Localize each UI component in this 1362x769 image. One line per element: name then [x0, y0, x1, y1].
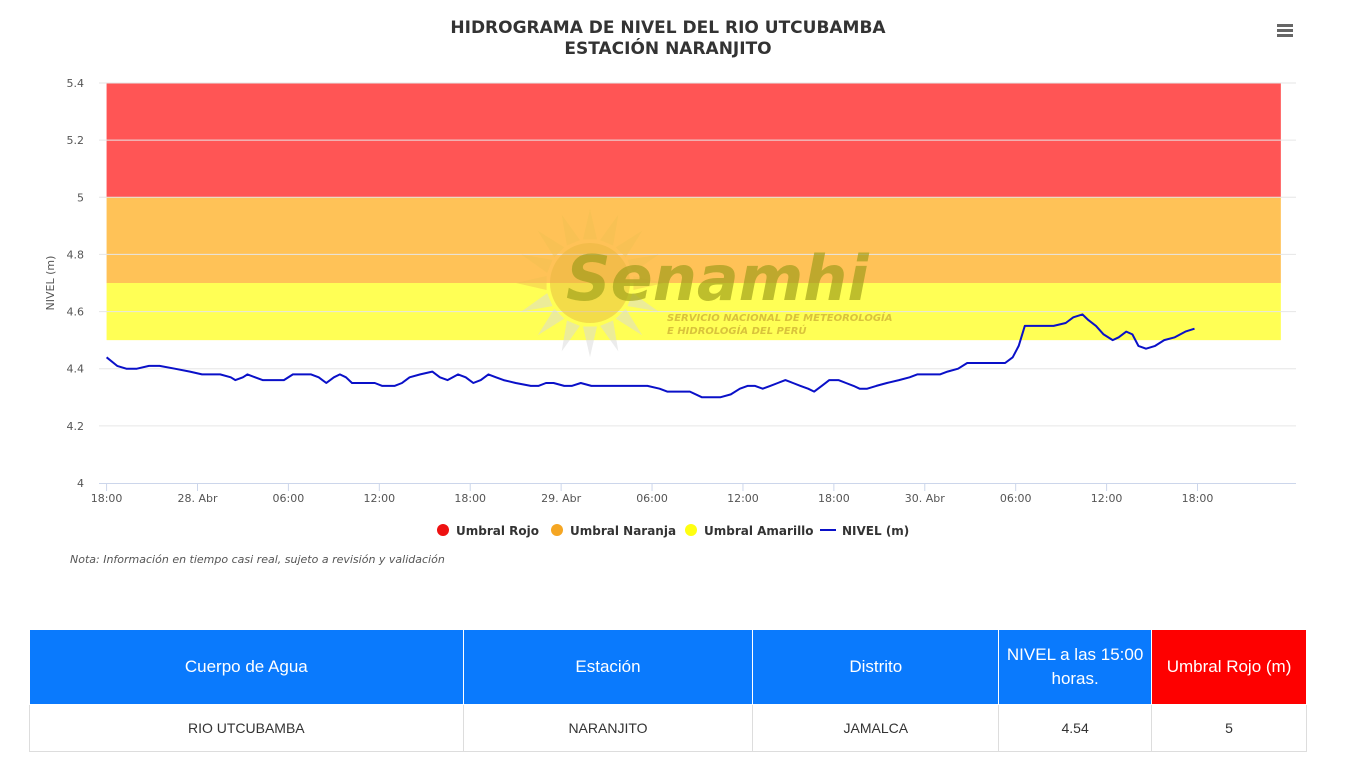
legend-label: NIVEL (m) — [842, 524, 909, 538]
legend-item-umbral-rojo[interactable]: Umbral Rojo — [437, 524, 539, 538]
x-tick-label: 18:00 — [91, 492, 123, 505]
x-tick-label: 28. Abr — [177, 492, 217, 505]
x-tick-label: 12:00 — [1091, 492, 1123, 505]
chart-title: HIDROGRAMA DE NIVEL DEL RIO UTCUBAMBA — [450, 18, 886, 38]
x-tick-label: 06:00 — [1000, 492, 1032, 505]
y-tick-label: 4.4 — [67, 363, 85, 376]
sun-ray-icon — [521, 254, 553, 273]
table-row: RIO UTCUBAMBA NARANJITO JAMALCA 4.54 5 — [29, 704, 1307, 752]
legend-dot-icon — [551, 524, 563, 536]
x-tick-label: 18:00 — [818, 492, 850, 505]
legend-item-umbral-amarillo[interactable]: Umbral Amarillo — [685, 524, 814, 538]
table-header-cuerpo-de-agua: Cuerpo de Agua — [29, 629, 464, 705]
sun-ray-icon — [600, 320, 619, 352]
x-tick-label: 12:00 — [363, 492, 395, 505]
x-tick-label: 12:00 — [727, 492, 759, 505]
x-tick-label: 30. Abr — [905, 492, 945, 505]
sun-ray-icon — [516, 275, 547, 291]
x-tick-label: 18:00 — [1182, 492, 1214, 505]
y-tick-label: 4.8 — [67, 248, 85, 261]
watermark-line-1: SERVICIO NACIONAL DE METEOROLOGÍA — [667, 311, 893, 324]
sun-logo-icon — [550, 243, 630, 323]
x-tick-label: 18:00 — [454, 492, 486, 505]
legend-dot-icon — [437, 524, 449, 536]
sun-ray-icon — [537, 230, 565, 258]
x-tick-label: 29. Abr — [541, 492, 581, 505]
senamhi-watermark: Senamhi SERVICIO NACIONAL DE METEOROLOGÍ… — [516, 209, 893, 357]
watermark-brand: Senamhi — [566, 242, 869, 315]
sun-ray-icon — [600, 214, 619, 246]
table-cell: 4.54 — [998, 704, 1153, 752]
sun-ray-icon — [615, 230, 643, 258]
station-table: Cuerpo de Agua Estación Distrito NIVEL a la… — [29, 629, 1307, 752]
sun-ray-icon — [537, 308, 565, 336]
sun-ray-icon — [582, 209, 598, 240]
series-line-nivel-m — [105, 313, 1195, 399]
y-tick-label: 5 — [77, 191, 84, 204]
y-axis-label: NIVEL (m) — [44, 256, 57, 311]
sun-ray-icon — [627, 293, 659, 312]
sun-ray-icon — [615, 308, 643, 336]
sun-ray-icon — [561, 320, 580, 352]
table-cell: 5 — [1151, 704, 1307, 752]
table-header-nivel-a-las-15-00-horas: NIVEL a las 15:00 horas. — [998, 629, 1153, 705]
legend-label: Umbral Rojo — [456, 524, 539, 538]
legend-dot-icon — [685, 524, 697, 536]
x-tick-label: 06:00 — [273, 492, 305, 505]
table-header-umbral-rojo-m: Umbral Rojo (m) — [1151, 629, 1307, 705]
legend-item-nivel-m[interactable]: NIVEL (m) — [820, 524, 909, 538]
y-tick-label: 4.2 — [67, 420, 85, 433]
sun-ray-icon — [582, 326, 598, 357]
sun-ray-icon — [627, 254, 659, 273]
table-cell: NARANJITO — [462, 704, 754, 752]
legend-label: Umbral Naranja — [570, 524, 676, 538]
sun-ray-icon — [633, 275, 664, 291]
band-umbral-naranja — [106, 197, 1281, 283]
table-cell: RIO UTCUBAMBA — [29, 704, 464, 752]
sun-ray-icon — [521, 293, 553, 312]
sun-ray-icon — [561, 214, 580, 246]
table-cell: JAMALCA — [752, 704, 1000, 752]
chart-subtitle: ESTACIÓN NARANJITO — [564, 37, 771, 59]
y-tick-label: 4 — [77, 477, 84, 490]
hydrograph-chart: Senamhi SERVICIO NACIONAL DE METEOROLOGÍ… — [44, 18, 1296, 538]
y-tick-label: 4.6 — [67, 306, 85, 319]
watermark-line-2: E HIDROLOGÍA DEL PERÚ — [667, 324, 807, 337]
legend-item-umbral-naranja[interactable]: Umbral Naranja — [551, 524, 676, 538]
table-header-distrito: Distrito — [752, 629, 1000, 705]
x-tick-label: 06:00 — [636, 492, 668, 505]
chart-menu-button[interactable] — [1270, 18, 1300, 44]
legend-label: Umbral Amarillo — [704, 524, 814, 538]
y-tick-label: 5.2 — [67, 134, 85, 147]
table-header-estacion: Estación — [462, 629, 754, 705]
chart-note: Nota: Información en tiempo casi real, s… — [70, 553, 445, 566]
y-tick-label: 5.4 — [67, 77, 85, 90]
